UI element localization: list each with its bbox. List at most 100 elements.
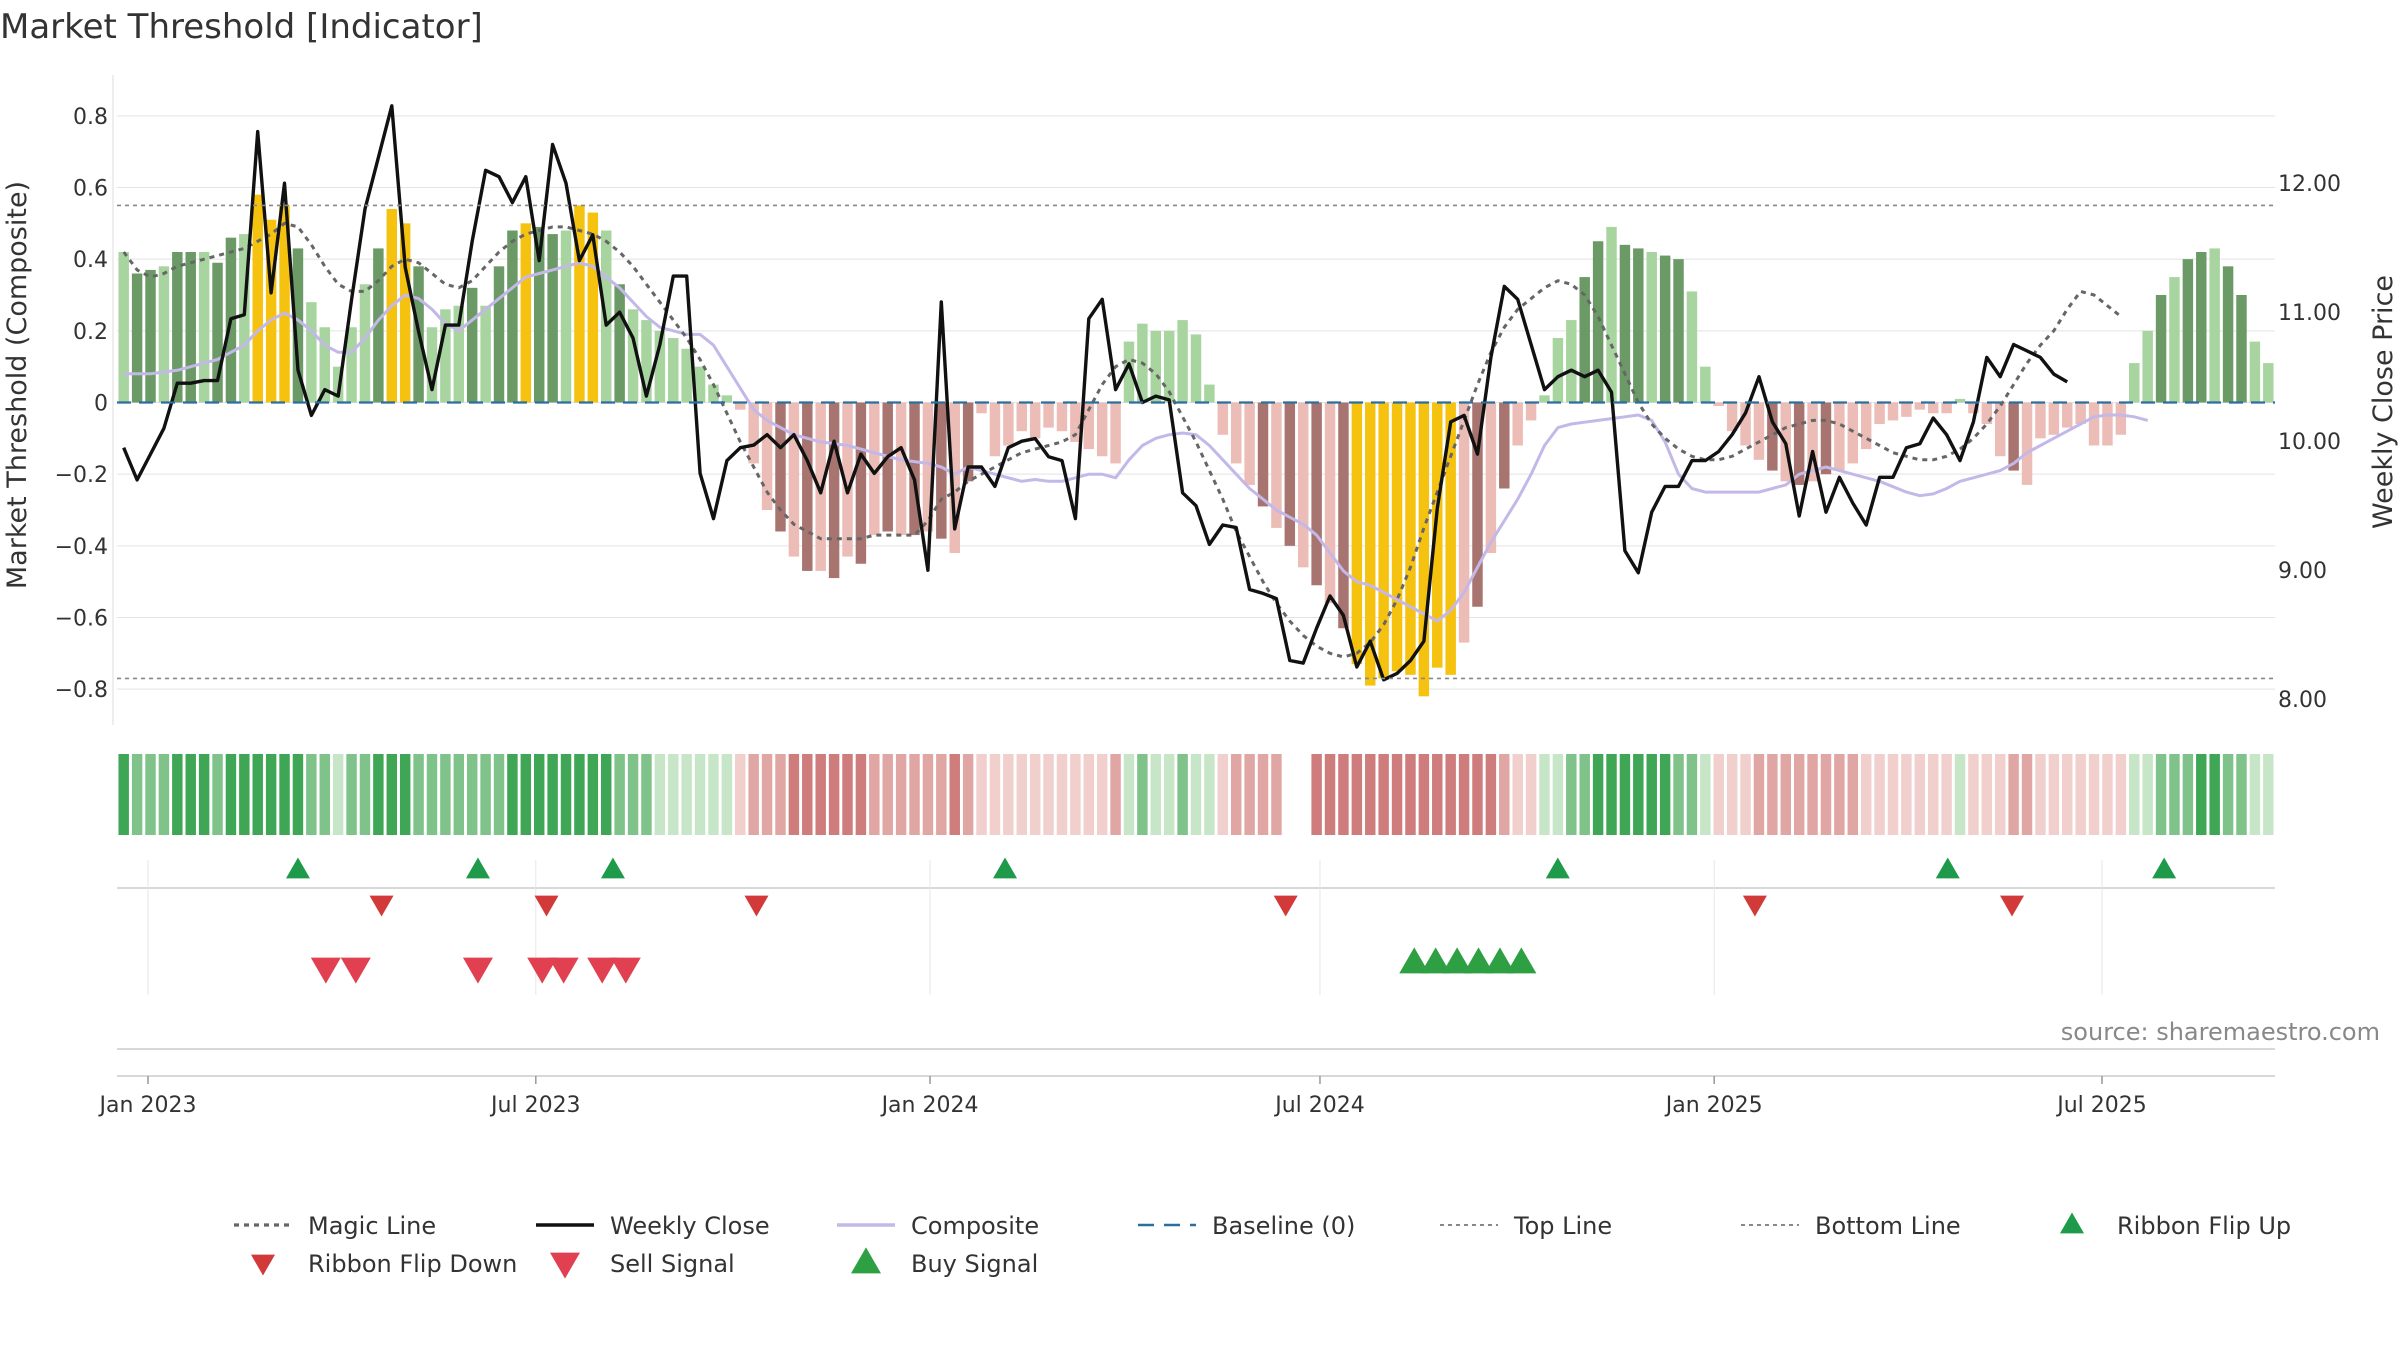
y-left-tick-label: −0.4 xyxy=(55,535,108,560)
y-left-tick-label: −0.6 xyxy=(55,607,108,632)
histogram-bar xyxy=(2209,248,2220,403)
ribbon-cell xyxy=(279,754,290,835)
y-left-tick-label: 0.6 xyxy=(73,177,108,202)
sell-signal-marker xyxy=(340,957,371,984)
histogram-bar xyxy=(1619,244,1631,403)
y-right-tick-label: 9.00 xyxy=(2278,559,2327,584)
ribbon-cell xyxy=(466,754,478,835)
ribbon-cell xyxy=(560,754,572,835)
histogram-bar xyxy=(1552,338,1564,403)
histogram-bar xyxy=(1874,402,1885,424)
histogram-bar xyxy=(962,402,974,482)
histogram-bar xyxy=(1606,226,1617,403)
sell-signal-marker xyxy=(462,957,493,984)
y-left-tick-label: −0.8 xyxy=(55,678,108,703)
ribbon-cell xyxy=(855,754,867,835)
histogram-bar xyxy=(1418,402,1430,697)
histogram-bar xyxy=(1646,252,1657,403)
histogram-bar xyxy=(2155,295,2167,403)
histogram-bar xyxy=(2115,402,2127,435)
x-tick-label: Jul 2025 xyxy=(2055,1093,2147,1118)
ribbon-cell xyxy=(2102,754,2113,835)
ribbon-cell xyxy=(520,754,532,835)
weekly-close-line xyxy=(122,104,2069,682)
histogram-bar xyxy=(1070,402,1081,442)
histogram-bar xyxy=(909,402,920,536)
histogram-bar xyxy=(1753,402,1765,460)
histogram-bar xyxy=(1820,402,1832,475)
ribbon-cell xyxy=(869,754,880,835)
histogram-bar xyxy=(654,330,666,403)
histogram-bar xyxy=(560,230,572,403)
ribbon-cell xyxy=(1029,754,1041,835)
ribbon-cell xyxy=(1968,754,1979,835)
ribbon-cell xyxy=(909,754,920,835)
ribbon-cell xyxy=(1177,754,1188,835)
histogram-bar xyxy=(1994,402,2006,457)
ribbon-cell xyxy=(2048,754,2060,835)
ribbon-cell xyxy=(1552,754,1564,835)
ribbon-cell xyxy=(2115,754,2127,835)
histogram-bar xyxy=(1713,402,1724,407)
ribbon-cell xyxy=(1646,754,1657,835)
ribbon-cell xyxy=(1525,754,1537,835)
histogram-bar xyxy=(252,194,263,403)
ribbon-cell xyxy=(2209,754,2220,835)
histogram-bar xyxy=(145,269,156,403)
histogram-bar xyxy=(507,230,518,403)
sell-signal-marker xyxy=(548,957,579,984)
ribbon-cell xyxy=(2021,754,2033,835)
ribbon-cell xyxy=(1217,754,1229,835)
ribbon-cell xyxy=(1096,754,1108,835)
histogram-bar xyxy=(1284,402,1296,546)
legend-swatch xyxy=(851,1247,881,1274)
y-right-tick-label: 8.00 xyxy=(2278,688,2327,713)
ribbon-cell xyxy=(1016,754,1027,835)
legend-label: Composite xyxy=(911,1212,1039,1240)
ribbon-cell xyxy=(225,754,237,835)
ribbon-cell xyxy=(1150,754,1162,835)
ribbon-cell xyxy=(761,754,773,835)
histogram-bar xyxy=(466,287,478,403)
ribbon-cell xyxy=(1512,754,1523,835)
legend-label: Buy Signal xyxy=(911,1250,1038,1278)
histogram-bar xyxy=(1793,402,1805,485)
ribbon-cell xyxy=(131,754,143,835)
ribbon-cell xyxy=(319,754,330,835)
histogram-bar xyxy=(1914,402,1926,410)
histogram-bar xyxy=(2222,266,2234,403)
ribbon-cell xyxy=(1767,754,1778,835)
histogram-bar xyxy=(1163,330,1175,403)
ribbon-cell xyxy=(1284,754,1296,835)
y-right-tick-label: 12.00 xyxy=(2278,172,2341,197)
histogram-bar xyxy=(158,266,170,403)
histogram-bar xyxy=(721,395,733,403)
ribbon-cell xyxy=(1592,754,1604,835)
ribbon-cell xyxy=(708,754,719,835)
ribbon-cell xyxy=(1994,754,2006,835)
ribbon-cell xyxy=(2249,754,2261,835)
ribbon-flip-up-marker xyxy=(1935,857,1960,879)
histogram-bar xyxy=(1298,402,1309,568)
ribbon-cell xyxy=(1713,754,1724,835)
ribbon-cell xyxy=(2222,754,2234,835)
ribbon-cell xyxy=(1190,754,1202,835)
ribbon-cell xyxy=(386,754,398,835)
ribbon-cell xyxy=(185,754,196,835)
sell-signal-marker xyxy=(610,957,641,984)
ribbon-cell xyxy=(1257,754,1269,835)
histogram-bar xyxy=(1901,402,1912,417)
legend-label: Bottom Line xyxy=(1815,1212,1961,1240)
ribbon-cell xyxy=(842,754,853,835)
ribbon-cell xyxy=(480,754,491,835)
histogram-bar xyxy=(2075,402,2086,424)
histogram-bar xyxy=(1324,402,1336,604)
ribbon-cell xyxy=(158,754,170,835)
histogram-bar xyxy=(1432,402,1443,668)
ribbon-cell xyxy=(252,754,263,835)
ribbon-cell xyxy=(2129,754,2140,835)
histogram-bar xyxy=(641,320,652,403)
histogram-bar xyxy=(1110,402,1121,464)
ribbon-cell xyxy=(976,754,987,835)
ribbon-cell xyxy=(748,754,759,835)
